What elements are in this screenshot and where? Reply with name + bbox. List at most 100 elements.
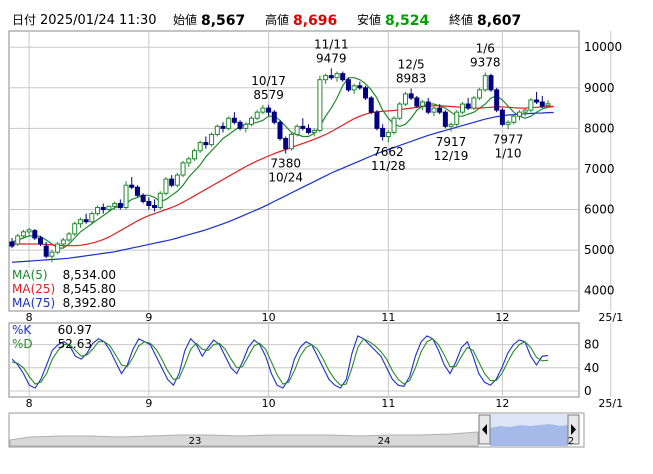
- candle-body: [323, 75, 329, 81]
- candle: [146, 197, 152, 210]
- candle: [454, 110, 460, 127]
- candle-body: [248, 117, 254, 125]
- candle-body: [528, 99, 534, 111]
- candle-body: [391, 117, 397, 133]
- ma5-line: [11, 77, 554, 249]
- price-y-tick-label: 4000: [584, 284, 615, 298]
- price-x-tick-label: 11: [381, 311, 395, 324]
- candle-body: [306, 127, 312, 133]
- candle: [243, 122, 249, 133]
- candle: [328, 68, 334, 80]
- high-value: 8,696: [293, 13, 337, 29]
- price-x-tick-label: 8: [26, 311, 33, 324]
- candle-body: [283, 138, 289, 150]
- chevron-right-icon: [571, 424, 576, 435]
- candle-body: [254, 111, 260, 119]
- candle-body: [100, 207, 106, 211]
- candle-body: [488, 75, 494, 91]
- candle: [357, 81, 363, 90]
- navigator-right-handle[interactable]: [567, 414, 580, 445]
- ma75-line: [11, 111, 554, 263]
- candle: [157, 191, 163, 210]
- candle: [465, 97, 471, 111]
- stoch-lines: [11, 335, 549, 389]
- candle-body: [345, 79, 351, 91]
- candle-body: [442, 111, 448, 127]
- candle: [180, 160, 186, 178]
- candle-body: [134, 186, 140, 196]
- annotation-value: 7917: [436, 135, 467, 149]
- candle: [169, 175, 175, 188]
- candle: [271, 110, 277, 125]
- candle: [32, 229, 38, 240]
- candle-body: [425, 101, 431, 113]
- candle-body: [357, 85, 363, 89]
- candle: [482, 72, 488, 92]
- price-y-tick-label: 8000: [584, 121, 615, 135]
- candle-body: [55, 243, 61, 253]
- candle: [402, 91, 408, 107]
- navigator-label-25: 2: [568, 436, 574, 447]
- price-y-tick-label: 9000: [584, 81, 615, 95]
- candle: [140, 193, 146, 204]
- candle-body: [454, 111, 460, 125]
- candle: [197, 140, 203, 153]
- candle-body: [539, 101, 545, 107]
- navigator-history-area: [9, 431, 479, 447]
- annotation-value: 9479: [316, 51, 347, 65]
- candle: [117, 199, 123, 210]
- candle-body: [408, 93, 414, 99]
- candle: [186, 156, 192, 167]
- candle-body: [511, 115, 517, 123]
- stoch-x-tick-label: 12: [495, 397, 509, 410]
- candle-body: [311, 129, 317, 133]
- candle: [311, 128, 317, 137]
- candle: [511, 114, 517, 125]
- candle: [49, 250, 55, 263]
- navigator-left-handle[interactable]: [478, 414, 491, 445]
- candle-body: [414, 97, 420, 107]
- candle: [152, 199, 158, 212]
- candle-body: [72, 223, 78, 235]
- candle: [60, 237, 66, 249]
- candle: [545, 100, 551, 108]
- candle-body: [437, 107, 443, 113]
- candle: [448, 122, 454, 132]
- candle-body: [237, 121, 243, 129]
- candle-body: [15, 235, 21, 245]
- candle-body: [9, 241, 15, 247]
- candle-body: [288, 133, 294, 150]
- candle-body: [152, 204, 158, 209]
- ma-legend: MA(5) 8,534.00 MA(25) 8,545.80 MA(75) 8,…: [10, 268, 118, 310]
- candle: [248, 116, 254, 127]
- low-label: 安値: [357, 12, 381, 27]
- candle-body: [140, 194, 146, 202]
- candle: [106, 205, 112, 212]
- annotation-value: 7662: [373, 145, 404, 159]
- candle-body: [129, 184, 135, 188]
- annotation-value: 7977: [493, 132, 524, 146]
- annotation-value: 8983: [396, 72, 427, 86]
- candle-body: [494, 89, 500, 111]
- candle-body: [397, 103, 403, 119]
- candle: [391, 116, 397, 135]
- candle: [323, 73, 329, 84]
- price-y-tick-label: 6000: [584, 203, 615, 217]
- candle-body: [95, 207, 101, 215]
- stoch-x-tick-label: 25/1: [598, 397, 623, 410]
- price-x-tick-label: 12: [495, 311, 509, 324]
- candle: [516, 110, 522, 121]
- candle: [306, 124, 312, 135]
- legend-k-label: %K: [12, 323, 32, 337]
- candle-body: [209, 133, 215, 146]
- candle: [254, 110, 260, 121]
- candle-body: [89, 213, 95, 223]
- annotation-date: 11/28: [371, 159, 406, 173]
- candle-body: [368, 97, 374, 113]
- price-y-tick-label: 7000: [584, 162, 615, 176]
- candle: [363, 85, 369, 100]
- candle: [345, 77, 351, 92]
- candle: [300, 118, 306, 131]
- open-value: 8,567: [201, 13, 245, 29]
